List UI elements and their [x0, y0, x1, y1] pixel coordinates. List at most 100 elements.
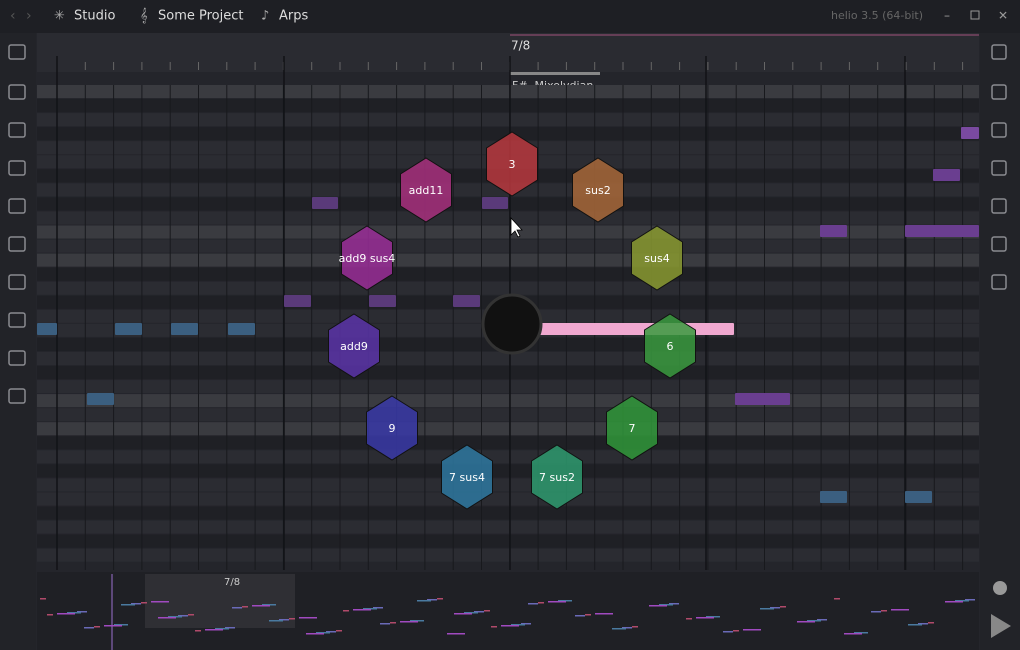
tool-button[interactable]: [8, 198, 26, 214]
minimap-note: [491, 626, 497, 628]
chord-button[interactable]: [531, 444, 583, 510]
key-row: [37, 380, 979, 394]
minimap-note: [67, 612, 81, 614]
note[interactable]: [369, 295, 396, 307]
tool-button[interactable]: [8, 122, 26, 138]
minimap-note: [158, 617, 176, 619]
close-button[interactable]: ✕: [998, 9, 1008, 23]
note[interactable]: [735, 393, 790, 405]
tool-button[interactable]: [8, 84, 26, 100]
tool-button[interactable]: [991, 274, 1007, 290]
chord-label: 9: [389, 422, 396, 435]
selected-note[interactable]: [510, 323, 734, 335]
minimap-note: [269, 620, 283, 622]
key-row: [37, 478, 979, 492]
minimize-button[interactable]: –: [944, 9, 950, 23]
tool-button[interactable]: [991, 160, 1007, 176]
note[interactable]: [933, 169, 960, 181]
nav-item[interactable]: Studio: [74, 9, 115, 24]
arps-icon: ♪: [261, 9, 269, 24]
minimap-note: [595, 613, 613, 615]
tool-button[interactable]: [8, 312, 26, 328]
tool-button[interactable]: [991, 84, 1007, 100]
tool-button[interactable]: [991, 198, 1007, 214]
title-bar: [0, 0, 1020, 33]
chord-label: add11: [409, 184, 444, 197]
nav-item[interactable]: Some Project: [158, 9, 243, 24]
minimap-note: [521, 623, 531, 625]
minimap-note: [215, 628, 229, 630]
minimap-note: [114, 624, 128, 626]
note[interactable]: [905, 225, 979, 237]
tool-button[interactable]: [991, 122, 1007, 138]
tool-button[interactable]: [991, 44, 1007, 60]
note[interactable]: [115, 323, 142, 335]
note[interactable]: [284, 295, 311, 307]
minimap-note: [373, 607, 383, 609]
tool-button[interactable]: [991, 236, 1007, 252]
note[interactable]: [87, 393, 114, 405]
note[interactable]: [482, 197, 508, 209]
note[interactable]: [961, 127, 979, 139]
chord-label: 7 sus4: [449, 471, 485, 484]
minimap-note: [94, 626, 100, 628]
minimap-note: [632, 626, 638, 628]
chord-button[interactable]: [341, 225, 393, 291]
tool-button[interactable]: [8, 274, 26, 290]
chord-button[interactable]: [441, 444, 493, 510]
note[interactable]: [37, 323, 57, 335]
minimap-note: [706, 616, 720, 618]
forward-button[interactable]: ›: [26, 8, 32, 24]
record-button[interactable]: [993, 581, 1007, 595]
key-row: [37, 394, 979, 408]
minimap-note: [252, 605, 270, 607]
maximize-button[interactable]: [970, 10, 980, 20]
minimap-note: [538, 602, 544, 604]
minimap-note: [343, 610, 349, 612]
key-row: [37, 351, 979, 365]
chord-button[interactable]: [606, 395, 658, 461]
chord-button[interactable]: [328, 313, 380, 379]
chord-button[interactable]: [631, 225, 683, 291]
note[interactable]: [905, 491, 932, 503]
chord-button[interactable]: [644, 313, 696, 379]
chord-button[interactable]: [400, 157, 452, 223]
minimap-note: [817, 619, 827, 621]
minimap-note: [131, 603, 141, 605]
chord-button[interactable]: [572, 157, 624, 223]
key-row: [37, 408, 979, 422]
key-row: [37, 281, 979, 295]
tool-button[interactable]: [8, 160, 26, 176]
tool-button[interactable]: [8, 44, 26, 60]
minimap-viewport[interactable]: [145, 574, 295, 628]
minimap-note: [807, 620, 821, 622]
back-button[interactable]: ‹: [10, 8, 16, 24]
chord-label: 3: [509, 158, 516, 171]
minimap-note: [854, 632, 868, 634]
tool-button[interactable]: [8, 236, 26, 252]
tool-button[interactable]: [8, 388, 26, 404]
toolbar-icons: [8, 44, 1007, 404]
note[interactable]: [171, 323, 198, 335]
chord-button[interactable]: [486, 131, 538, 197]
note[interactable]: [312, 197, 338, 209]
minimap-note: [548, 601, 566, 603]
minimap-note: [723, 631, 733, 633]
note[interactable]: [820, 225, 847, 237]
chord-label: sus4: [644, 252, 669, 265]
minimap-note: [928, 622, 934, 624]
minimap-note: [232, 607, 242, 609]
chord-wheel-center[interactable]: [481, 293, 543, 355]
note[interactable]: [453, 295, 480, 307]
minimap-note: [306, 633, 324, 635]
note[interactable]: [228, 323, 255, 335]
nav-item[interactable]: Arps: [279, 9, 308, 24]
minimap-note: [945, 601, 963, 603]
chord-button[interactable]: [366, 395, 418, 461]
minimap-note: [575, 615, 585, 617]
note[interactable]: [820, 491, 847, 503]
play-button[interactable]: [991, 614, 1011, 638]
minimap-note: [77, 611, 87, 613]
tool-button[interactable]: [8, 350, 26, 366]
minimap-note: [363, 608, 377, 610]
